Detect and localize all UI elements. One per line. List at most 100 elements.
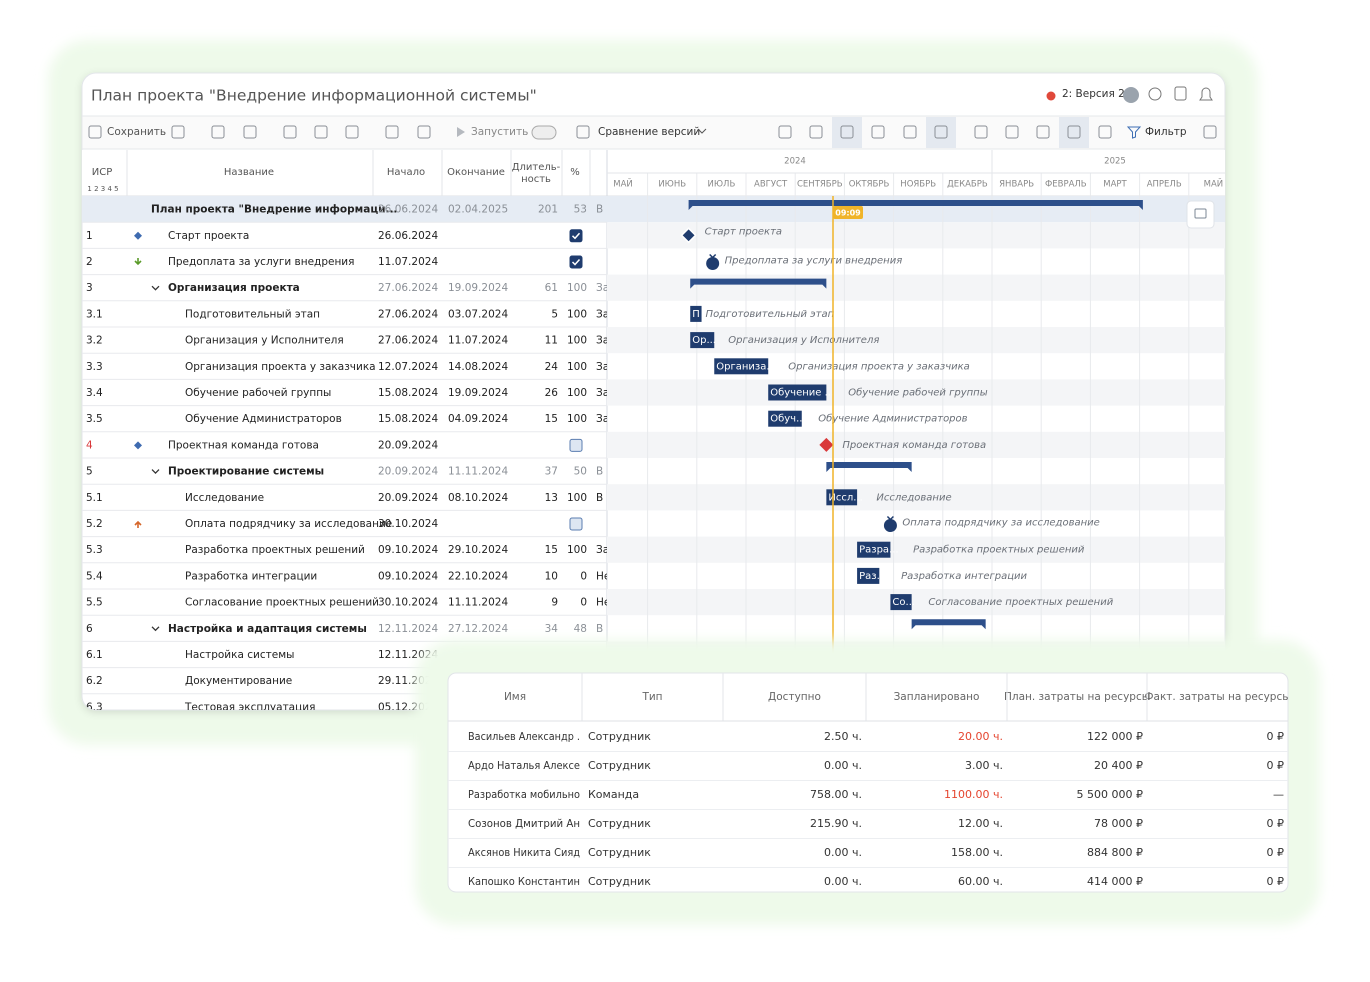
view-icon[interactable]: [1036, 125, 1050, 139]
res-cell: 20 400 ₽: [1094, 759, 1143, 772]
view-icon[interactable]: [1098, 125, 1112, 139]
task-name[interactable]: Организация проекта у заказчика: [185, 361, 376, 373]
checkbox[interactable]: [569, 517, 583, 531]
compare-button[interactable]: Сравнение версий: [598, 126, 700, 138]
history-icon[interactable]: [1148, 87, 1162, 101]
res-cell: Аксянов Никита Сияд: [468, 846, 580, 859]
end-date: 02.04.2025: [448, 204, 508, 216]
status: В: [596, 204, 603, 216]
task-name[interactable]: Предоплата за услуги внедрения: [168, 256, 354, 268]
bell-icon[interactable]: [1199, 87, 1213, 101]
view-icon[interactable]: [871, 125, 885, 139]
wbs: 6.1: [86, 649, 103, 661]
comment-button[interactable]: [1186, 200, 1215, 229]
avatar[interactable]: [1123, 87, 1139, 103]
view-icon[interactable]: [974, 125, 988, 139]
start-date: 20.09.2024: [378, 492, 438, 504]
tool-icon[interactable]: [345, 125, 359, 139]
tool-icon[interactable]: [385, 125, 399, 139]
filter-button[interactable]: Фильтр: [1145, 126, 1187, 138]
task-name[interactable]: Настройка и адаптация системы: [168, 623, 367, 635]
run-button[interactable]: Запустить: [471, 126, 528, 138]
res-cell: 3.00 ч.: [965, 759, 1003, 772]
task-name[interactable]: План проекта "Внедрение информаци...: [151, 204, 397, 216]
expand-chevron[interactable]: [151, 626, 160, 632]
task-name[interactable]: Старт проекта: [168, 230, 249, 242]
task-name[interactable]: Организация проекта: [168, 282, 300, 294]
tool-icon[interactable]: [171, 125, 185, 139]
tool-icon[interactable]: [417, 125, 431, 139]
row-stripe: [607, 536, 1225, 563]
task-name[interactable]: Оплата подрядчику за исследование: [185, 518, 392, 530]
milestone[interactable]: [819, 437, 834, 452]
save-button[interactable]: Сохранить: [107, 126, 166, 138]
settings-icon[interactable]: [1203, 125, 1217, 139]
checkbox[interactable]: [569, 229, 583, 243]
view-icon[interactable]: [1067, 125, 1081, 139]
task-bar[interactable]: [857, 567, 880, 584]
payment-marker[interactable]: [706, 257, 720, 270]
task-name[interactable]: Проектная команда готова: [168, 439, 319, 451]
save-icon[interactable]: [88, 125, 102, 139]
status: За: [596, 308, 609, 320]
task-name[interactable]: Проектирование системы: [168, 466, 324, 478]
payment-marker[interactable]: [883, 519, 897, 532]
version[interactable]: 2: Версия 2: [1062, 88, 1125, 100]
task-bar[interactable]: [690, 305, 702, 322]
milestone[interactable]: [680, 227, 697, 244]
task-bar[interactable]: [690, 332, 715, 349]
task-name[interactable]: Разработка проектных решений: [185, 544, 365, 556]
expand-chevron[interactable]: [151, 285, 160, 291]
task-bar[interactable]: [857, 541, 891, 558]
payment-knot: [886, 515, 894, 521]
row-stripe: [607, 274, 1225, 301]
tool-icon[interactable]: [314, 125, 328, 139]
row-stripe: [607, 379, 1225, 406]
task-name[interactable]: Документирование: [185, 675, 292, 687]
task-name[interactable]: Организация у Исполнителя: [185, 335, 344, 347]
filter-icon[interactable]: [1126, 126, 1142, 139]
task-name[interactable]: Настройка системы: [185, 649, 294, 661]
res-cell: 12.00 ч.: [958, 817, 1003, 830]
task-bar[interactable]: [768, 384, 827, 401]
view-icon[interactable]: [809, 125, 823, 139]
task-bar[interactable]: [768, 410, 802, 427]
task-name[interactable]: Согласование проектных решений: [185, 597, 379, 609]
duration: 37: [545, 466, 558, 478]
checkbox[interactable]: [569, 255, 583, 269]
checkbox[interactable]: [569, 438, 583, 452]
duration: 26: [545, 387, 559, 399]
view-icon[interactable]: [840, 125, 854, 139]
task-name[interactable]: Исследование: [185, 492, 264, 504]
doc-icon[interactable]: [1174, 86, 1187, 101]
task-name[interactable]: Разработка интеграции: [185, 570, 317, 582]
start-date: 27.06.2024: [378, 282, 438, 294]
expand-chevron[interactable]: [151, 469, 160, 475]
task-name[interactable]: Обучение рабочей группы: [185, 387, 331, 399]
task-bar[interactable]: [890, 594, 912, 611]
comment-icon: [1194, 208, 1207, 219]
percent: 48: [574, 623, 587, 635]
task-bar[interactable]: [714, 358, 769, 375]
task-name[interactable]: Подготовительный этап: [185, 308, 320, 320]
col-wbs: ИСР: [92, 167, 113, 178]
run-icon[interactable]: [457, 127, 465, 137]
res-cell: Команда: [588, 788, 639, 801]
toolbar: [82, 115, 1225, 150]
view-icon[interactable]: [1005, 125, 1019, 139]
task-bar[interactable]: [826, 489, 858, 506]
percent: 100: [567, 335, 587, 347]
compare-icon[interactable]: [576, 125, 590, 139]
view-icon[interactable]: [903, 125, 917, 139]
view-icon[interactable]: [778, 125, 792, 139]
toggle[interactable]: [531, 125, 557, 140]
view-icon[interactable]: [934, 125, 948, 139]
tool-icon[interactable]: [283, 125, 297, 139]
end-date: 14.08.2024: [448, 361, 508, 373]
tool-icon[interactable]: [243, 125, 257, 139]
chevron[interactable]: [697, 128, 707, 134]
end-date: 22.10.2024: [448, 570, 508, 582]
task-name[interactable]: Тестовая эксплуатация: [184, 701, 315, 713]
task-name[interactable]: Обучение Администраторов: [185, 413, 342, 425]
tool-icon[interactable]: [211, 125, 225, 139]
